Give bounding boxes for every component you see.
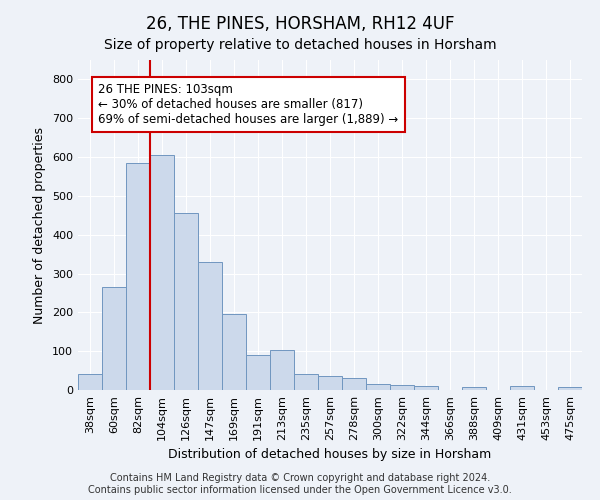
Bar bbox=[126, 163, 150, 390]
X-axis label: Distribution of detached houses by size in Horsham: Distribution of detached houses by size … bbox=[169, 448, 491, 462]
Text: 26 THE PINES: 103sqm
← 30% of detached houses are smaller (817)
69% of semi-deta: 26 THE PINES: 103sqm ← 30% of detached h… bbox=[98, 84, 398, 126]
Text: Contains HM Land Registry data © Crown copyright and database right 2024.
Contai: Contains HM Land Registry data © Crown c… bbox=[88, 474, 512, 495]
Bar bbox=[510, 386, 534, 390]
Bar bbox=[222, 314, 246, 390]
Bar bbox=[342, 378, 366, 390]
Text: 26, THE PINES, HORSHAM, RH12 4UF: 26, THE PINES, HORSHAM, RH12 4UF bbox=[146, 15, 454, 33]
Bar bbox=[78, 374, 102, 390]
Bar bbox=[318, 376, 342, 390]
Bar bbox=[270, 350, 294, 390]
Bar bbox=[558, 388, 582, 390]
Bar bbox=[390, 384, 414, 390]
Bar bbox=[150, 155, 174, 390]
Bar bbox=[462, 388, 486, 390]
Bar bbox=[366, 384, 390, 390]
Bar bbox=[294, 374, 318, 390]
Text: Size of property relative to detached houses in Horsham: Size of property relative to detached ho… bbox=[104, 38, 496, 52]
Bar bbox=[198, 262, 222, 390]
Bar bbox=[414, 386, 438, 390]
Bar bbox=[246, 355, 270, 390]
Bar bbox=[102, 287, 126, 390]
Y-axis label: Number of detached properties: Number of detached properties bbox=[34, 126, 46, 324]
Bar bbox=[174, 214, 198, 390]
